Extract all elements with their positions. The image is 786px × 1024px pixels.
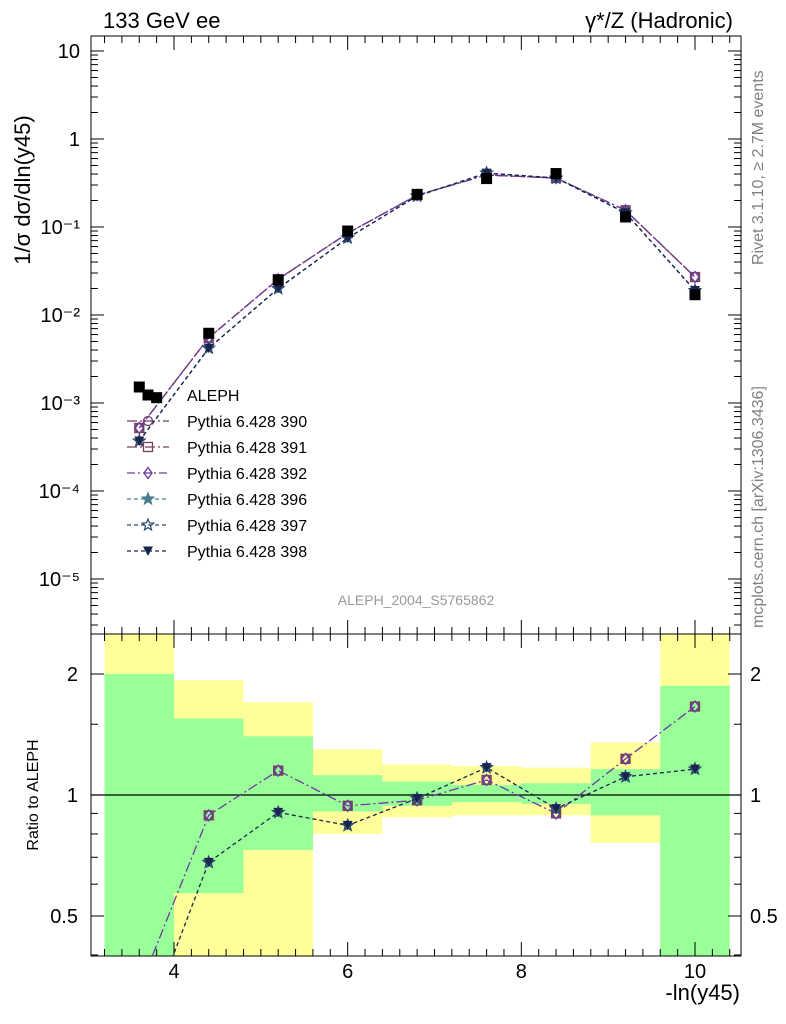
rivet-label: Rivet 3.1.10, ≥ 2.7M events xyxy=(750,70,767,265)
aleph-point xyxy=(411,188,423,200)
ratio-point xyxy=(690,699,700,714)
aleph-point xyxy=(481,173,493,185)
aleph-point xyxy=(203,327,215,339)
ratio-point xyxy=(551,804,562,814)
aleph-point xyxy=(151,392,163,404)
ratio-point xyxy=(690,764,700,775)
aleph-point xyxy=(272,274,284,286)
data-point xyxy=(134,436,145,446)
data-point xyxy=(134,421,145,435)
legend: ALEPH Pythia 6.428 390 Pythia 6.428 391 Pyt… xyxy=(127,388,307,561)
legend-label: Pythia 6.428 392 xyxy=(187,466,307,483)
ratio-point xyxy=(620,752,631,766)
main-ytick-label: 10⁻³ xyxy=(41,393,81,415)
ratio-ytick-label: 2 xyxy=(67,664,78,686)
data-point xyxy=(203,343,214,354)
analysis-id: ALEPH_2004_S5765862 xyxy=(338,592,495,608)
uncertainty-band-inner xyxy=(243,736,313,850)
ratio-ytick-label: 0.5 xyxy=(50,906,78,928)
ratio-point xyxy=(620,772,631,782)
aleph-point xyxy=(620,211,632,223)
mcplots-label: mcplots.cern.ch [arXiv:1306.3436] xyxy=(750,386,767,628)
legend-marker xyxy=(142,441,154,453)
ratio-point xyxy=(203,857,214,868)
ratio-axes: 0.5 0.5 1 1 2 2 4 6 8 10 xyxy=(50,634,778,983)
ratio-point xyxy=(135,983,143,994)
aleph-point xyxy=(342,225,354,237)
legend-label: Pythia 6.428 398 xyxy=(187,544,307,561)
main-plot-area xyxy=(132,165,703,448)
data-point xyxy=(273,284,284,294)
ratio-point xyxy=(273,807,284,818)
legend-label: ALEPH xyxy=(187,388,239,405)
legend-marker xyxy=(142,415,154,427)
legend-label: Pythia 6.428 390 xyxy=(187,414,307,431)
uncertainty-band-inner xyxy=(104,674,174,956)
legend-label: Pythia 6.428 391 xyxy=(187,440,307,457)
ratio-ytick-label-right: 1 xyxy=(750,785,761,807)
main-ytick-label: 10⁻⁵ xyxy=(39,569,80,591)
ratio-ytick-label-right: 2 xyxy=(750,664,761,686)
main-y-axis: 10⁻⁵ 10⁻⁴ 10⁻³ 10⁻² 10⁻¹ 1 10 xyxy=(39,36,741,634)
ratio-xtick-label: 4 xyxy=(168,961,179,983)
legend-marker xyxy=(140,491,156,506)
uncertainty-band-inner xyxy=(451,784,522,803)
ratio-line xyxy=(172,766,696,956)
ratio-point xyxy=(135,984,144,993)
legend-marker xyxy=(142,389,154,401)
legend-label: Pythia 6.428 397 xyxy=(187,518,307,535)
main-ytick-label: 10 xyxy=(58,41,80,63)
ratio-point xyxy=(342,820,353,831)
series-line xyxy=(138,174,696,429)
main-ytick-label: 10⁻² xyxy=(41,305,81,327)
legend-marker xyxy=(143,546,153,556)
ratio-panel: 0.5 0.5 1 1 2 2 4 6 8 10 Ratio to ALEPH -ln(y45) xyxy=(25,633,778,1005)
main-ytick-label: 1 xyxy=(69,129,80,151)
aleph-point xyxy=(689,289,701,301)
data-point xyxy=(690,270,700,284)
ratio-point xyxy=(342,799,353,813)
aleph-point xyxy=(133,381,145,393)
ratio-ylabel: Ratio to ALEPH xyxy=(25,739,42,850)
aleph-point xyxy=(550,168,562,180)
header-left: 133 GeV ee xyxy=(103,8,220,33)
header-right: γ*/Z (Hadronic) xyxy=(585,8,733,33)
ratio-point xyxy=(481,773,492,787)
main-ylabel: 1/σ dσ/dln(y45) xyxy=(10,115,35,264)
ratio-plot-area xyxy=(91,634,741,994)
ratio-ytick-label: 1 xyxy=(67,785,78,807)
ratio-ytick-label-right: 0.5 xyxy=(750,906,778,928)
legend-label: Pythia 6.428 396 xyxy=(187,492,307,509)
legend-marker xyxy=(140,517,156,532)
ratio-xtick-label: 8 xyxy=(516,961,527,983)
legend-marker xyxy=(143,466,153,480)
uncertainty-band-inner xyxy=(660,685,730,956)
ratio-point xyxy=(481,763,492,773)
ratio-xtick-label: 10 xyxy=(684,961,706,983)
ratio-point xyxy=(203,808,214,822)
ratio-point xyxy=(135,984,144,993)
ratio-point xyxy=(273,763,284,778)
ratio-xtick-label: 6 xyxy=(342,961,353,983)
x-axis-label: -ln(y45) xyxy=(665,980,740,1005)
main-ytick-label: 10⁻¹ xyxy=(41,217,81,239)
main-ytick-label: 10⁻⁴ xyxy=(39,481,80,503)
ratio-point xyxy=(412,794,423,804)
